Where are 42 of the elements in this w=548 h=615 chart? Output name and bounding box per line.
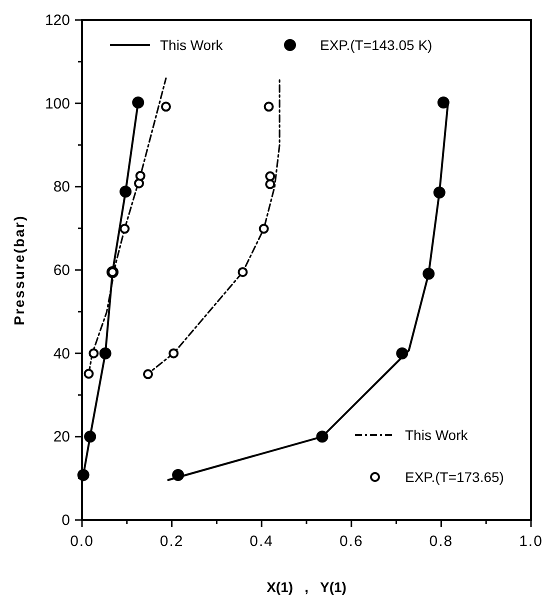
x-tick-label: 0.8 [429, 533, 454, 550]
point [132, 96, 144, 108]
point [143, 369, 154, 380]
y-tick-label: 60 [53, 262, 70, 279]
point [238, 267, 248, 278]
x-tick-label: 0.6 [339, 533, 364, 550]
y-tick-label: 100 [44, 95, 70, 112]
point [135, 170, 146, 181]
point [422, 268, 435, 280]
point [172, 469, 184, 481]
point [265, 171, 276, 182]
point [264, 102, 274, 112]
legend-label: EXP.(T=143.05 K) [320, 37, 432, 53]
point [258, 224, 269, 234]
legend-label: EXP.(T=173.65) [405, 469, 504, 485]
point [160, 102, 171, 112]
point [84, 368, 94, 379]
y-tick-label: 0 [62, 512, 70, 529]
point [120, 224, 130, 234]
point [437, 96, 450, 108]
point [396, 347, 408, 360]
point [77, 469, 90, 481]
x-tick-label: 0.4 [250, 533, 274, 550]
y-tick-label: 40 [53, 345, 70, 362]
legend-label: This Work [405, 427, 469, 443]
point [120, 186, 132, 198]
point [168, 348, 179, 358]
x-tick-label: 0.0 [70, 533, 94, 550]
y-tick-label: 80 [53, 178, 70, 196]
point [99, 347, 112, 360]
point [433, 186, 446, 198]
x-tick-label: 1.0 [519, 533, 543, 550]
point [265, 179, 276, 190]
point [88, 348, 99, 358]
point [84, 430, 96, 443]
y-tick-label: 20 [53, 428, 70, 446]
x-tick-label: 0.2 [160, 533, 184, 550]
point [316, 430, 328, 443]
y-tick-label: 120 [44, 12, 70, 29]
legend-label: This Work [160, 37, 224, 53]
y-axis-title: Pressure(bar) [11, 214, 27, 326]
x-axis-title: X(1) , Y(1) [266, 579, 346, 595]
